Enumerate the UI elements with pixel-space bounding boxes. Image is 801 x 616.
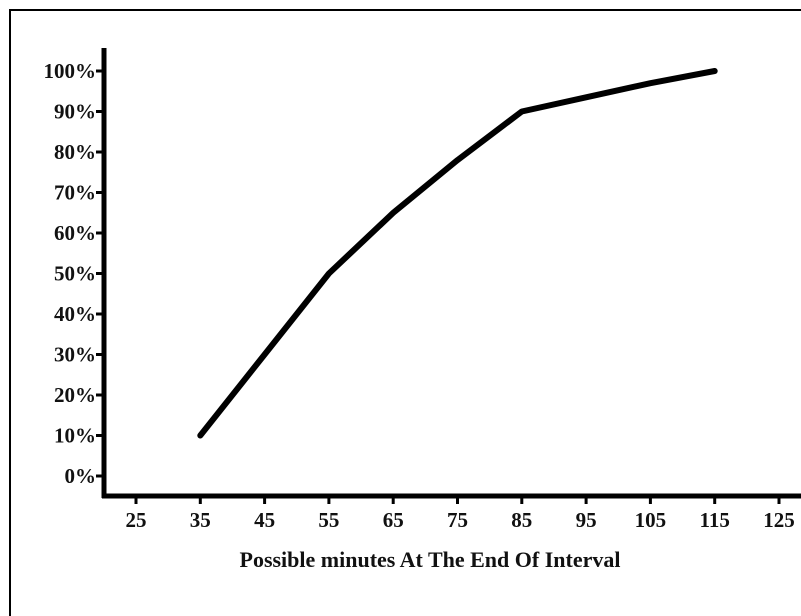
- y-axis-ticks: 0% 10% 20% 30% 40% 50% 60% 70% 80% 90% 100%: [44, 59, 104, 488]
- y-tick-label: 50%: [54, 262, 96, 286]
- data-point: [583, 94, 589, 100]
- data-point: [519, 109, 525, 114]
- y-tick-label: 90%: [54, 100, 96, 124]
- data-point: [455, 157, 460, 163]
- x-axis-ticks: 25 35 45 55 65 75 85 95 105 115 125: [126, 496, 795, 532]
- x-tick-label: 105: [635, 508, 667, 532]
- y-tick-label: 60%: [54, 221, 96, 245]
- series-line: [197, 68, 718, 439]
- data-point: [262, 352, 268, 357]
- data-point: [647, 80, 653, 86]
- x-tick-label: 35: [190, 508, 211, 532]
- y-tick-label: 70%: [54, 181, 96, 205]
- series-layer: [197, 68, 718, 439]
- x-tick-label: 45: [254, 508, 275, 532]
- x-tick-label: 85: [511, 508, 532, 532]
- chart-border: [9, 9, 801, 616]
- y-tick-label: 10%: [54, 424, 96, 448]
- y-tick-label: 100%: [44, 59, 97, 83]
- y-tick-label: 30%: [54, 343, 96, 367]
- x-tick-label: 75: [447, 508, 468, 532]
- x-tick-label: 125: [763, 508, 795, 532]
- y-tick-label: 20%: [54, 383, 96, 407]
- data-point: [326, 271, 332, 276]
- x-tick-label: 95: [576, 508, 597, 532]
- y-tick-label: 0%: [65, 464, 97, 488]
- data-point: [197, 433, 203, 438]
- x-axis-title: Possible minutes At The End Of Interval: [240, 547, 621, 572]
- data-point: [390, 210, 396, 216]
- x-tick-label: 115: [700, 508, 730, 532]
- x-tick-label: 65: [383, 508, 404, 532]
- data-point: [712, 68, 718, 74]
- x-tick-label: 55: [318, 508, 339, 532]
- y-tick-label: 40%: [54, 302, 96, 326]
- y-tick-label: 80%: [54, 140, 96, 164]
- x-tick-label: 25: [126, 508, 147, 532]
